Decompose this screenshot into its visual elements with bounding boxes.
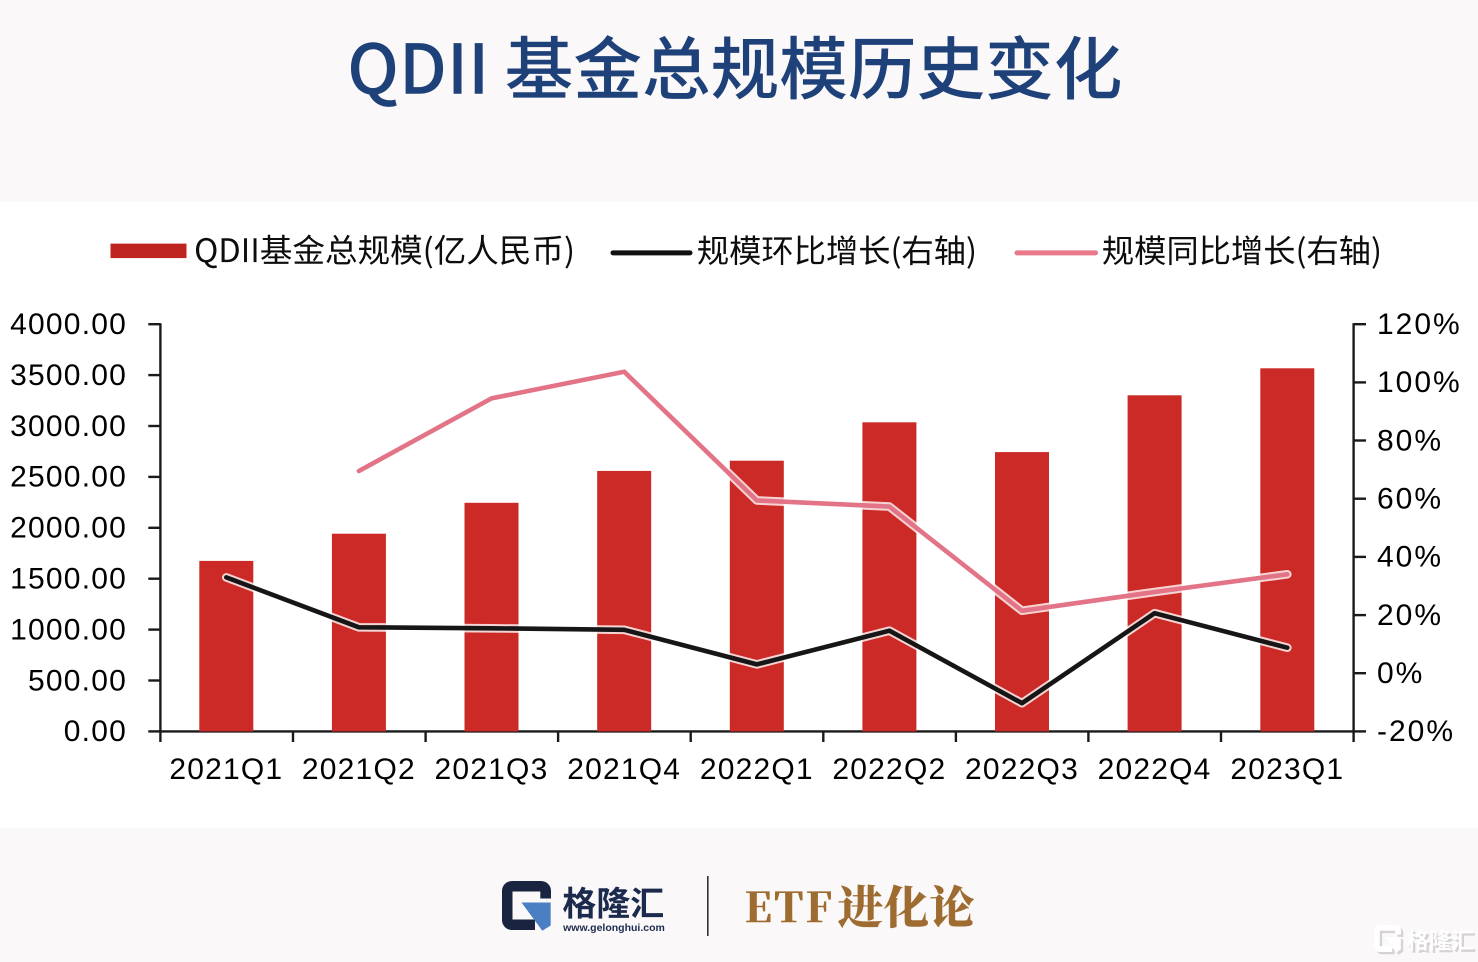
svg-text:500.00: 500.00 — [28, 664, 127, 697]
svg-text:4000.00: 4000.00 — [10, 308, 127, 341]
svg-text:2021Q2: 2021Q2 — [302, 753, 416, 786]
svg-text:www.gelonghui.com: www.gelonghui.com — [562, 922, 665, 934]
svg-text:100%: 100% — [1377, 366, 1462, 399]
svg-text:2022Q1: 2022Q1 — [700, 753, 814, 786]
svg-text:20%: 20% — [1377, 599, 1443, 632]
svg-text:120%: 120% — [1377, 308, 1462, 341]
svg-text:2022Q4: 2022Q4 — [1098, 753, 1212, 786]
svg-text:3000.00: 3000.00 — [10, 410, 127, 443]
svg-text:2000.00: 2000.00 — [10, 512, 127, 545]
svg-text:2021Q4: 2021Q4 — [567, 753, 681, 786]
svg-text:2021Q3: 2021Q3 — [435, 753, 549, 786]
svg-text:60%: 60% — [1377, 483, 1443, 516]
svg-text:2022Q3: 2022Q3 — [965, 753, 1079, 786]
svg-text:40%: 40% — [1377, 541, 1443, 574]
svg-text:2022Q2: 2022Q2 — [832, 753, 946, 786]
svg-text:1000.00: 1000.00 — [10, 613, 127, 646]
svg-text:0%: 0% — [1377, 657, 1424, 690]
svg-text:2500.00: 2500.00 — [10, 461, 127, 494]
svg-text:0.00: 0.00 — [64, 715, 127, 748]
svg-text:2021Q1: 2021Q1 — [169, 753, 283, 786]
svg-text:-20%: -20% — [1377, 715, 1455, 748]
svg-text:3500.00: 3500.00 — [10, 359, 127, 392]
svg-text:80%: 80% — [1377, 424, 1443, 457]
svg-text:1500.00: 1500.00 — [10, 563, 127, 596]
svg-text:2023Q1: 2023Q1 — [1230, 753, 1344, 786]
